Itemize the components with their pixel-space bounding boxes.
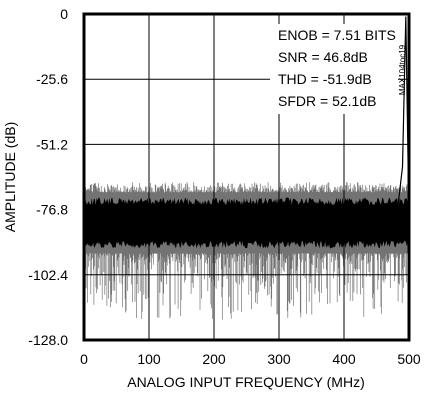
noise-spectrum: [83, 16, 410, 320]
spectrum-trace: [83, 16, 410, 229]
plot-frame: [82, 12, 411, 342]
y-tick-label: 0: [60, 6, 68, 22]
y-axis-title: AMPLITUDE (dB): [2, 122, 18, 232]
x-tick-label: 300: [267, 351, 291, 367]
thd-label: THD = -51.9dB: [278, 71, 372, 87]
figure-code: MAX104toc19: [398, 44, 407, 95]
y-tick-label: -102.4: [28, 267, 68, 283]
y-tick-label: -51.2: [36, 136, 68, 152]
noise-lines: [83, 182, 409, 320]
y-tick-labels: 0 -25.6 -51.2 -76.8 -102.4 -128.0: [28, 6, 68, 348]
grid: [84, 14, 409, 340]
x-tick-label: 100: [137, 351, 161, 367]
y-tick-label: -25.6: [36, 71, 68, 87]
y-tick-label: -76.8: [36, 202, 68, 218]
x-tick-labels: 0 100 200 300 400 500: [80, 351, 421, 367]
enob-label: ENOB = 7.51 BITS: [278, 27, 396, 43]
x-tick-label: 200: [202, 351, 226, 367]
x-axis-title: ANALOG INPUT FREQUENCY (MHz): [127, 374, 365, 390]
x-tick-label: 400: [332, 351, 356, 367]
x-tick-label: 500: [397, 351, 421, 367]
sfdr-label: SFDR = 52.1dB: [278, 93, 376, 109]
snr-label: SNR = 46.8dB: [278, 49, 368, 65]
x-tick-label: 0: [80, 351, 88, 367]
y-tick-label: -128.0: [28, 332, 68, 348]
metrics-annotation: ENOB = 7.51 BITS SNR = 46.8dB THD = -51.…: [270, 24, 398, 114]
